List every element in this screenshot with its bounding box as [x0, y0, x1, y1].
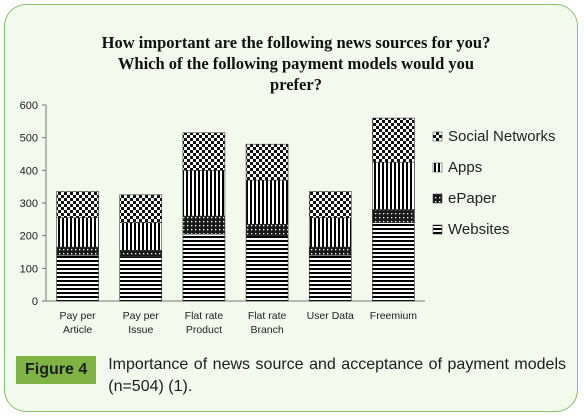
x-tick-label: Branch	[250, 324, 283, 336]
legend: Social Networks Apps ePaper Websites	[432, 128, 556, 238]
legend-label: ePaper	[448, 190, 496, 207]
bar-segment-apps	[182, 170, 226, 217]
legend-label: Social Networks	[448, 128, 556, 145]
x-tick-label: Pay per	[59, 310, 96, 322]
legend-swatch	[432, 193, 443, 204]
y-tick-label: 500	[20, 133, 38, 145]
stacked-bar-chart: How important are the following news sou…	[20, 33, 556, 336]
legend-swatch	[432, 224, 443, 235]
y-axis: 0 100 200 300 400 500 600	[20, 100, 425, 308]
bar-segment-apps	[245, 179, 289, 225]
x-tick-label: Article	[63, 324, 92, 336]
x-tick-label: User Data	[307, 310, 354, 322]
bar-segment-apps	[56, 217, 99, 248]
bar-segment-epaper	[56, 246, 99, 256]
y-tick-label: 600	[20, 100, 38, 112]
chart-title-line: prefer?	[270, 75, 322, 94]
bar-segment-websites	[308, 254, 352, 302]
bar-segment-epaper	[308, 246, 352, 256]
bar-segment-websites	[56, 254, 99, 302]
chart-title: How important are the following news sou…	[102, 33, 491, 94]
figure-label: Figure 4	[16, 356, 97, 384]
y-tick-label: 400	[20, 165, 38, 177]
bar-segment-epaper	[372, 209, 415, 223]
bar-segment-apps	[372, 161, 415, 210]
bar-segment-social-networks	[245, 143, 289, 181]
bar-segment-social-networks	[56, 191, 99, 218]
x-tick-label: Issue	[128, 324, 153, 336]
y-tick-label: 300	[20, 198, 38, 210]
y-tick-label: 0	[32, 296, 38, 308]
x-tick-label: Flat rate	[248, 310, 287, 322]
x-tick-label: Freemium	[370, 310, 418, 322]
bar-segment-apps	[308, 217, 352, 248]
legend-label: Websites	[448, 221, 509, 238]
x-tick-label: Product	[186, 324, 222, 336]
bar-segment-social-networks	[372, 117, 415, 163]
legend-swatch	[432, 131, 443, 142]
x-tick-label: Flat rate	[185, 310, 224, 322]
bars-group	[56, 117, 415, 302]
x-axis-labels: Pay per Article Pay per Issue Flat rate Produ…	[59, 310, 417, 336]
x-tick-label: Pay per	[123, 310, 160, 322]
bar-segment-websites	[245, 235, 289, 302]
legend-label: Apps	[448, 159, 482, 176]
figure-frame	[4, 4, 578, 412]
bar-segment-epaper	[245, 223, 289, 236]
bar-segment-websites	[119, 256, 163, 302]
bar-segment-social-networks	[119, 194, 163, 223]
legend-swatch	[432, 162, 443, 173]
chart-title-line: How important are the following news sou…	[102, 33, 491, 52]
figure-caption: Figure 4 Importance of news source and a…	[16, 354, 566, 398]
bar-segment-websites	[372, 222, 415, 302]
bar-segment-websites	[182, 233, 226, 302]
bar-segment-epaper	[119, 250, 163, 258]
bar-segment-apps	[119, 222, 163, 251]
bar-segment-social-networks	[182, 132, 226, 171]
bar-segment-epaper	[182, 215, 226, 235]
bar-segment-social-networks	[308, 191, 352, 218]
y-tick-label: 100	[20, 263, 38, 275]
y-tick-label: 200	[20, 231, 38, 243]
chart-title-line: Which of the following payment models wo…	[118, 54, 474, 73]
caption-text: Importance of news source and acceptance…	[108, 356, 566, 395]
chart-container: How important are the following news sou…	[10, 12, 570, 352]
